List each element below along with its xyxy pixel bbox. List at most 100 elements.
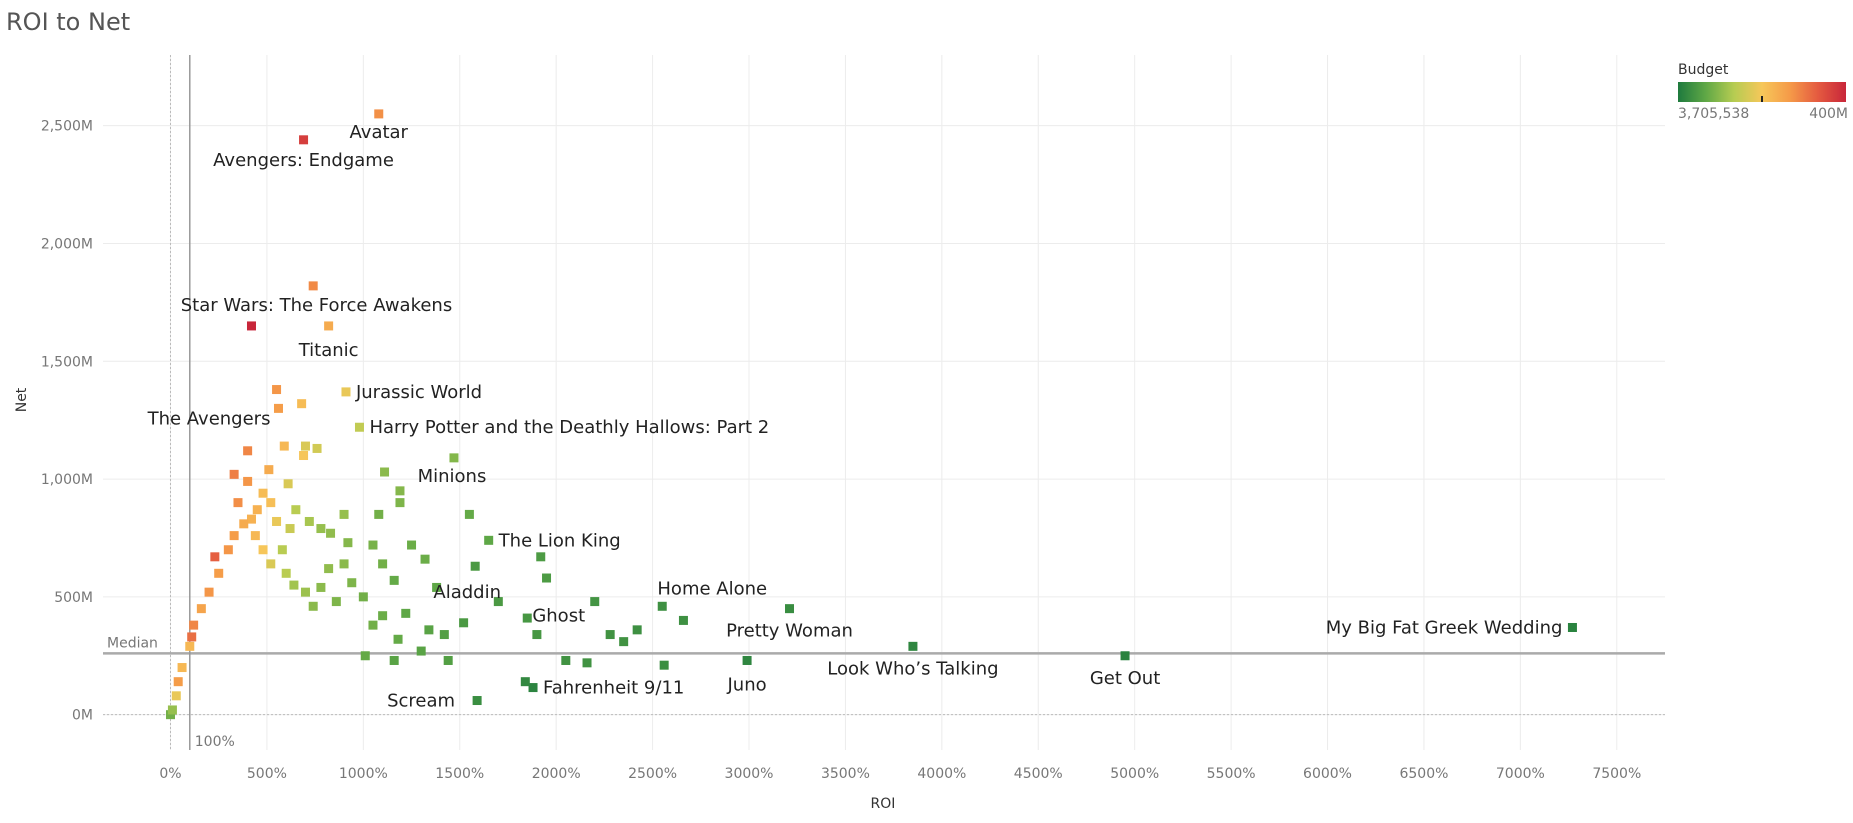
data-point[interactable] — [484, 535, 494, 545]
data-point[interactable] — [632, 625, 642, 635]
data-point[interactable] — [439, 630, 449, 640]
data-point[interactable] — [393, 634, 403, 644]
data-point[interactable] — [659, 660, 669, 670]
data-point[interactable] — [470, 561, 480, 571]
data-point[interactable] — [189, 620, 199, 630]
data-point[interactable] — [289, 580, 299, 590]
data-point[interactable] — [304, 516, 314, 526]
data-point[interactable] — [229, 469, 239, 479]
data-point[interactable] — [214, 568, 224, 578]
data-point[interactable] — [266, 559, 276, 569]
data-point[interactable] — [424, 625, 434, 635]
data-point[interactable] — [312, 443, 322, 453]
data-point[interactable] — [561, 655, 571, 665]
data-point[interactable] — [368, 540, 378, 550]
data-point[interactable] — [239, 519, 249, 529]
data-point[interactable] — [339, 559, 349, 569]
data-point[interactable] — [407, 540, 417, 550]
data-point[interactable] — [300, 587, 310, 597]
data-point[interactable] — [272, 385, 282, 395]
data-point[interactable] — [360, 651, 370, 661]
data-point[interactable] — [187, 632, 197, 642]
data-point[interactable] — [464, 509, 474, 519]
data-point[interactable] — [449, 453, 459, 463]
data-point[interactable] — [210, 552, 220, 562]
data-point[interactable] — [657, 601, 667, 611]
data-point[interactable] — [243, 446, 253, 456]
data-point[interactable] — [380, 467, 390, 477]
data-point[interactable] — [264, 465, 274, 475]
data-point[interactable] — [339, 509, 349, 519]
data-point[interactable] — [167, 705, 177, 715]
data-point[interactable] — [196, 604, 206, 614]
data-point[interactable] — [223, 545, 233, 555]
data-point[interactable] — [258, 545, 268, 555]
data-point[interactable] — [185, 641, 195, 651]
data-point[interactable] — [283, 479, 293, 489]
data-point[interactable] — [395, 498, 405, 508]
data-point[interactable] — [279, 441, 289, 451]
data-point[interactable] — [378, 611, 388, 621]
data-point[interactable] — [432, 582, 442, 592]
data-point[interactable] — [250, 531, 260, 541]
data-point[interactable] — [285, 524, 295, 534]
data-point[interactable] — [354, 422, 364, 432]
data-point[interactable] — [341, 387, 351, 397]
data-point[interactable] — [420, 554, 430, 564]
data-point[interactable] — [316, 524, 326, 534]
data-point[interactable] — [605, 630, 615, 640]
data-point[interactable] — [291, 505, 301, 515]
data-point[interactable] — [324, 321, 334, 331]
data-point[interactable] — [528, 683, 538, 693]
data-point[interactable] — [252, 505, 262, 515]
data-point[interactable] — [522, 613, 532, 623]
data-point[interactable] — [472, 696, 482, 706]
data-point[interactable] — [173, 677, 183, 687]
data-point[interactable] — [389, 575, 399, 585]
data-point[interactable] — [358, 592, 368, 602]
data-point[interactable] — [204, 587, 214, 597]
data-point[interactable] — [246, 321, 256, 331]
data-point[interactable] — [331, 597, 341, 607]
data-point[interactable] — [493, 597, 503, 607]
data-point[interactable] — [347, 578, 357, 588]
data-point[interactable] — [277, 545, 287, 555]
data-point[interactable] — [542, 573, 552, 583]
data-point[interactable] — [536, 552, 546, 562]
data-point[interactable] — [374, 509, 384, 519]
data-point[interactable] — [266, 498, 276, 508]
data-point[interactable] — [389, 655, 399, 665]
data-point[interactable] — [378, 559, 388, 569]
data-point[interactable] — [368, 620, 378, 630]
data-point[interactable] — [171, 691, 181, 701]
data-point[interactable] — [619, 637, 629, 647]
data-point[interactable] — [300, 441, 310, 451]
data-point[interactable] — [1567, 622, 1577, 632]
data-point[interactable] — [246, 514, 256, 524]
data-point[interactable] — [908, 641, 918, 651]
data-point[interactable] — [316, 582, 326, 592]
data-point[interactable] — [443, 655, 453, 665]
data-point[interactable] — [326, 528, 336, 538]
data-point[interactable] — [165, 710, 175, 720]
data-point[interactable] — [395, 486, 405, 496]
data-point[interactable] — [299, 451, 309, 461]
data-point[interactable] — [520, 677, 530, 687]
data-point[interactable] — [308, 601, 318, 611]
data-point[interactable] — [532, 630, 542, 640]
data-point[interactable] — [582, 658, 592, 668]
data-point[interactable] — [229, 531, 239, 541]
data-point[interactable] — [243, 476, 253, 486]
data-point[interactable] — [785, 604, 795, 614]
data-point[interactable] — [233, 498, 243, 508]
data-point[interactable] — [281, 568, 291, 578]
data-point[interactable] — [1120, 651, 1130, 661]
data-point[interactable] — [324, 564, 334, 574]
data-point[interactable] — [401, 608, 411, 618]
data-point[interactable] — [272, 516, 282, 526]
data-point[interactable] — [343, 538, 353, 548]
data-point[interactable] — [416, 646, 426, 656]
data-point[interactable] — [258, 488, 268, 498]
data-point[interactable] — [742, 655, 752, 665]
data-point[interactable] — [273, 403, 283, 413]
